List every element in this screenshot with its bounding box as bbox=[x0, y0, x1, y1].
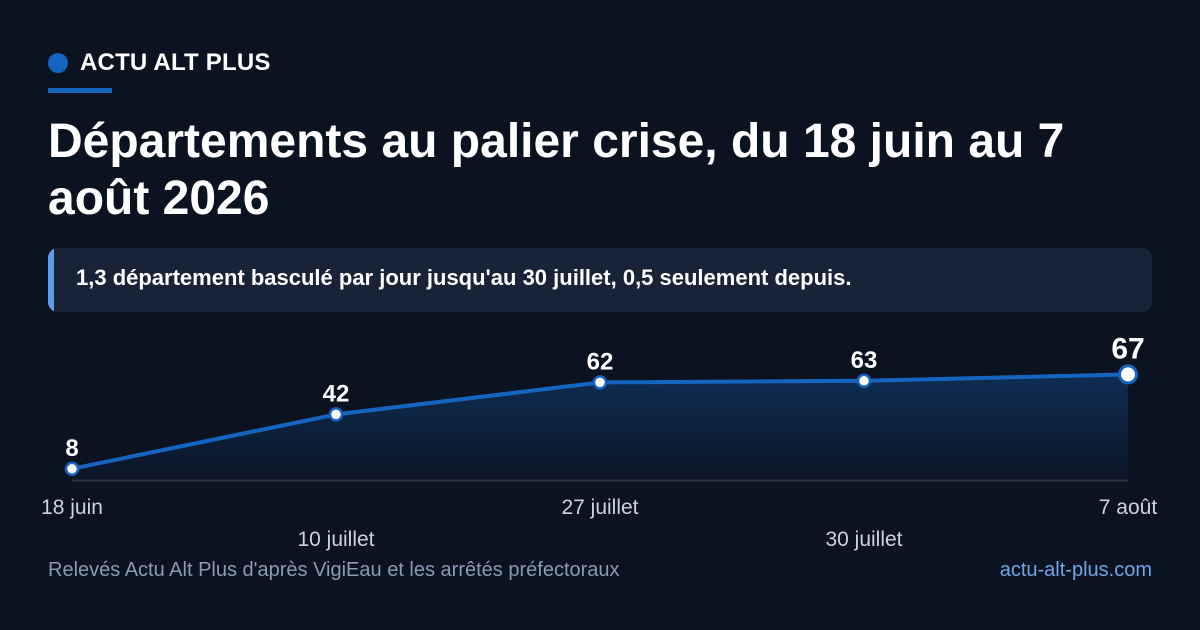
source-note: Relevés Actu Alt Plus d'après VigiEau et… bbox=[48, 559, 620, 581]
brand: ACTU ALT PLUS bbox=[48, 48, 271, 78]
data-label: 63 bbox=[851, 347, 878, 374]
data-point bbox=[64, 461, 80, 477]
brand-underline bbox=[48, 88, 112, 93]
data-label: 62 bbox=[587, 348, 614, 375]
key-finding-callout: 1,3 département basculé par jour jusqu'a… bbox=[48, 248, 1152, 312]
callout-accent-bar bbox=[48, 248, 54, 312]
data-label: 67 bbox=[1111, 332, 1144, 365]
x-tick-label: 27 juillet bbox=[561, 496, 638, 519]
site-link[interactable]: actu-alt-plus.com bbox=[999, 559, 1152, 581]
data-point bbox=[1118, 364, 1138, 385]
page-title: Départements au palier crise, du 18 juin… bbox=[48, 115, 1065, 225]
x-tick-label: 10 juillet bbox=[297, 528, 374, 551]
data-point bbox=[328, 407, 344, 422]
callout-text: 1,3 département basculé par jour jusqu'a… bbox=[76, 265, 852, 290]
x-tick-label: 7 août bbox=[1099, 496, 1158, 519]
data-point bbox=[856, 373, 872, 389]
brand-name: ACTU ALT PLUS bbox=[80, 49, 271, 76]
area-fill bbox=[72, 374, 1128, 480]
brand-dot-icon bbox=[48, 53, 68, 73]
x-tick-label: 30 juillet bbox=[825, 528, 902, 551]
data-label: 8 bbox=[65, 435, 78, 462]
data-label: 42 bbox=[323, 380, 350, 407]
data-point bbox=[592, 375, 608, 390]
x-tick-label: 18 juin bbox=[41, 496, 103, 519]
